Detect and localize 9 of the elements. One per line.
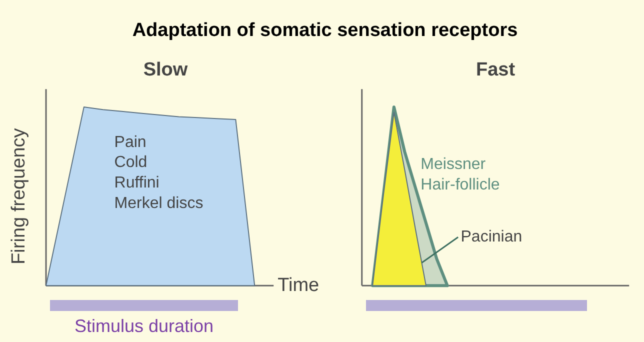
series-label: Meissner Hair-follicle [420,156,500,194]
chart-title: Fast [476,60,516,80]
text: Adaptation of somatic sensation receptors [5,5,644,44]
annotation: Pain Cold Ruffini Merkel discs [114,134,204,212]
text: Stimulus duration [73,315,215,338]
y-axis-title: Firing frequency [8,128,30,264]
text: Pacinian [460,228,522,246]
x-axis-title: Time [278,275,320,296]
chart-title: Slow [143,60,188,80]
